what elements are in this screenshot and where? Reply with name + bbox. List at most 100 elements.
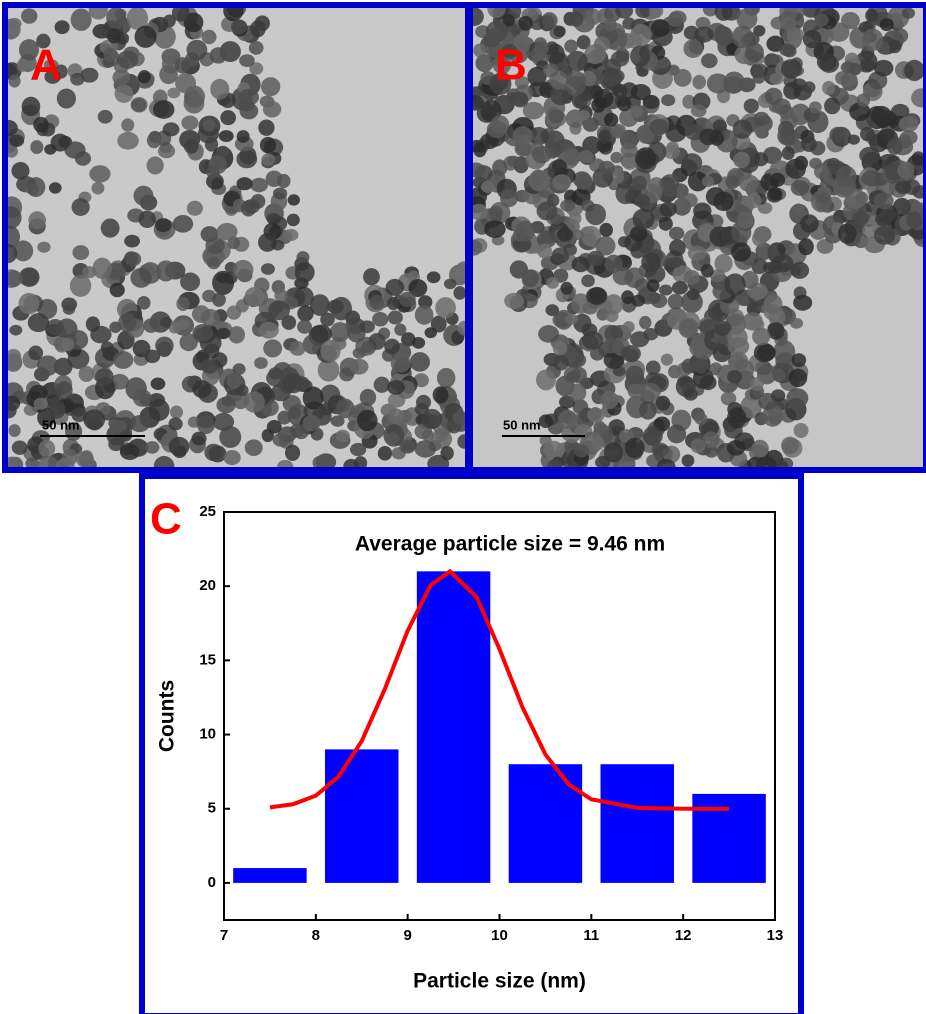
particle	[740, 394, 762, 419]
particle	[603, 294, 624, 315]
particle	[390, 353, 411, 373]
y-tick-label: 10	[199, 726, 216, 743]
particle	[849, 102, 871, 122]
particle	[457, 434, 465, 449]
particle	[659, 201, 677, 217]
particle	[287, 194, 300, 206]
particle	[829, 126, 847, 143]
particle	[167, 87, 181, 99]
particle	[492, 159, 508, 177]
particle	[424, 327, 437, 339]
particle	[599, 222, 613, 238]
particle	[357, 409, 378, 432]
particle	[232, 363, 246, 375]
particle	[586, 250, 605, 266]
particle	[230, 19, 248, 35]
particle	[571, 229, 585, 241]
particle	[702, 8, 719, 17]
particle	[320, 312, 335, 327]
particle	[560, 199, 576, 212]
particle	[622, 17, 636, 30]
particle	[612, 83, 628, 98]
particle	[801, 136, 817, 152]
bar	[600, 764, 674, 883]
particle	[394, 323, 407, 336]
particle	[192, 380, 212, 398]
particle	[473, 239, 483, 256]
particle	[377, 446, 393, 461]
particle	[219, 426, 242, 448]
particle	[309, 294, 330, 316]
particle	[500, 189, 518, 208]
particle	[752, 327, 771, 346]
particle	[594, 36, 611, 52]
particle	[800, 214, 819, 233]
particle	[440, 446, 454, 461]
particle	[875, 115, 890, 129]
particle	[155, 336, 174, 355]
particle	[705, 187, 725, 206]
particle	[887, 39, 902, 54]
particle	[118, 313, 137, 333]
particle	[414, 440, 437, 458]
particle	[216, 145, 230, 158]
particle	[634, 147, 657, 170]
x-tick-label: 12	[675, 927, 692, 944]
particle	[630, 83, 651, 101]
particle	[538, 414, 553, 428]
particle	[249, 62, 264, 75]
particle	[409, 352, 430, 372]
particle	[581, 331, 603, 350]
particle	[297, 319, 312, 334]
particle	[502, 14, 515, 27]
particle	[781, 436, 799, 455]
particle	[545, 43, 565, 65]
particle	[16, 58, 30, 72]
particle	[528, 169, 550, 192]
particle	[808, 101, 822, 114]
particle	[310, 324, 332, 344]
particle	[330, 322, 350, 343]
particle	[21, 96, 41, 117]
particle	[30, 140, 44, 155]
particle	[775, 460, 789, 467]
x-tick-label: 13	[767, 927, 784, 944]
particle	[694, 412, 708, 425]
particle	[536, 369, 556, 391]
particle	[257, 233, 277, 252]
particle	[352, 347, 366, 359]
particle	[732, 119, 753, 139]
particle	[600, 391, 619, 410]
particle	[543, 440, 564, 460]
particle	[756, 363, 777, 385]
particle	[518, 15, 533, 31]
particle	[171, 8, 190, 22]
particle	[767, 322, 785, 340]
particle	[240, 200, 257, 217]
particle	[13, 240, 34, 262]
particle	[55, 458, 75, 467]
particle	[911, 88, 923, 108]
particle	[630, 225, 648, 242]
particle	[162, 122, 180, 137]
particle	[527, 66, 547, 87]
particle	[714, 8, 733, 21]
particle	[803, 81, 816, 94]
particle	[625, 365, 645, 385]
particle	[661, 94, 676, 107]
particle	[581, 225, 601, 247]
particle	[673, 68, 692, 87]
particle	[859, 146, 880, 164]
particle	[660, 174, 680, 191]
particle	[386, 432, 399, 445]
particle	[750, 377, 764, 392]
particles-a	[8, 8, 465, 467]
x-tick-label: 10	[491, 927, 508, 944]
particle	[100, 341, 114, 355]
particle	[822, 80, 836, 96]
particle	[262, 100, 282, 118]
y-tick-label: 0	[208, 874, 216, 891]
particle	[694, 26, 714, 43]
particle	[512, 33, 531, 54]
particle	[9, 324, 23, 336]
